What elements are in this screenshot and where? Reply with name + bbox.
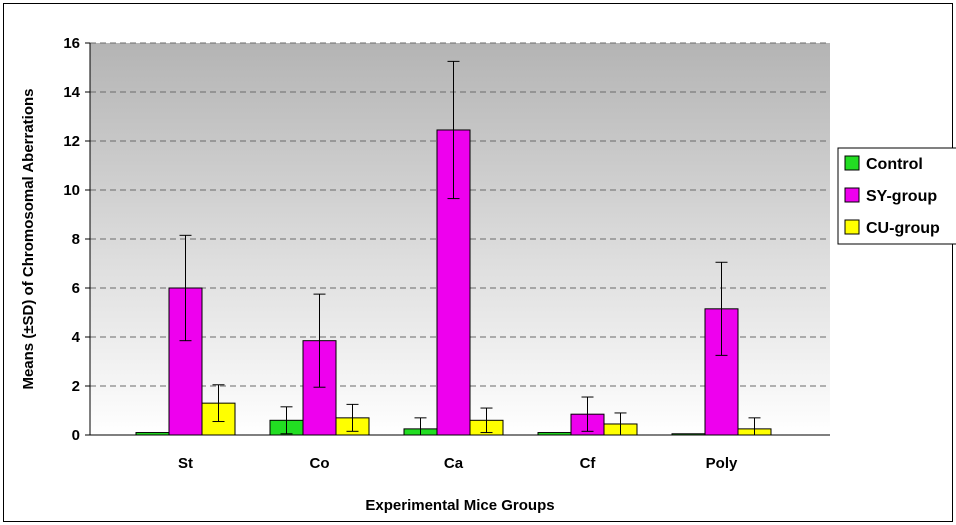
x-tick-label: Cf bbox=[580, 455, 597, 472]
y-tick-label: 0 bbox=[72, 427, 80, 444]
legend-label-sy-group: SY-group bbox=[866, 188, 937, 205]
error-bar-control-co bbox=[280, 406, 293, 435]
y-tick-label: 8 bbox=[72, 231, 80, 248]
y-axis-title: Means (±SD) of Chromosomal Aberrations bbox=[20, 88, 37, 389]
error-bar-cu-group-st bbox=[212, 384, 225, 423]
x-axis-title: Experimental Mice Groups bbox=[365, 497, 554, 514]
error-bar-sy-group-ca bbox=[447, 60, 460, 200]
y-tick-label: 14 bbox=[63, 84, 80, 101]
y-tick-labels: 0 2 4 6 8 10 12 14 16 bbox=[63, 35, 90, 444]
legend-swatch-control bbox=[844, 155, 860, 171]
y-tick-label: 2 bbox=[72, 378, 80, 395]
x-tick-label: Ca bbox=[444, 455, 464, 472]
error-bar-sy-group-cf bbox=[581, 396, 594, 432]
x-tick-labels: St Co Ca Cf Poly bbox=[178, 455, 738, 472]
y-tick-label: 12 bbox=[63, 133, 80, 150]
error-bars bbox=[179, 60, 761, 436]
y-tick-label: 6 bbox=[72, 280, 80, 297]
error-bar-cu-group-ca bbox=[480, 407, 493, 434]
y-tick-label: 4 bbox=[72, 329, 81, 346]
error-bar-sy-group-st bbox=[179, 234, 192, 342]
legend-swatch-cu-group bbox=[844, 219, 860, 235]
x-tick-label: St bbox=[178, 455, 193, 472]
error-bar-cu-group-co bbox=[346, 403, 359, 432]
x-tick-label: Co bbox=[310, 455, 330, 472]
error-bar-sy-group-poly bbox=[715, 261, 728, 356]
legend-label-control: Control bbox=[866, 156, 923, 173]
y-tick-label: 10 bbox=[63, 182, 80, 199]
legend: Control SY-group CU-group bbox=[837, 147, 956, 245]
legend-label-cu-group: CU-group bbox=[866, 220, 940, 237]
error-bar-sy-group-co bbox=[313, 293, 326, 388]
legend-swatch-sy-group bbox=[844, 187, 860, 203]
x-tick-label: Poly bbox=[706, 455, 738, 472]
y-tick-label: 16 bbox=[63, 35, 80, 52]
